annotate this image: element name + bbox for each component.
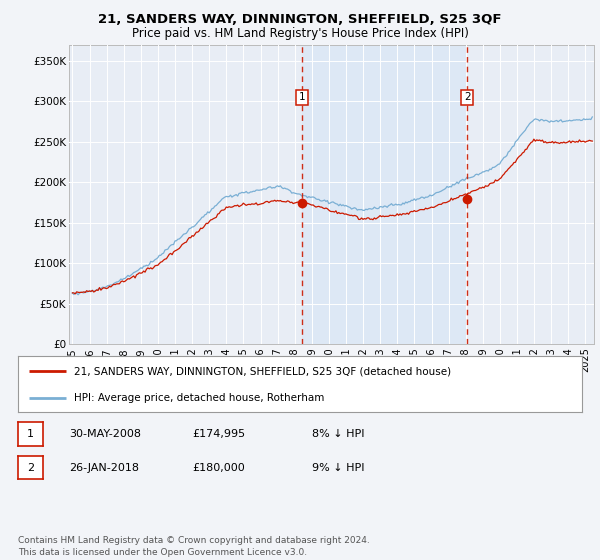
- Text: 1: 1: [27, 429, 34, 439]
- Text: 26-JAN-2018: 26-JAN-2018: [69, 463, 139, 473]
- Text: £180,000: £180,000: [192, 463, 245, 473]
- Text: £174,995: £174,995: [192, 429, 245, 439]
- Text: 30-MAY-2008: 30-MAY-2008: [69, 429, 141, 439]
- Text: Contains HM Land Registry data © Crown copyright and database right 2024.
This d: Contains HM Land Registry data © Crown c…: [18, 536, 370, 557]
- Text: 2: 2: [27, 463, 34, 473]
- Text: 2: 2: [464, 92, 470, 102]
- Text: Price paid vs. HM Land Registry's House Price Index (HPI): Price paid vs. HM Land Registry's House …: [131, 27, 469, 40]
- Text: 21, SANDERS WAY, DINNINGTON, SHEFFIELD, S25 3QF: 21, SANDERS WAY, DINNINGTON, SHEFFIELD, …: [98, 13, 502, 26]
- Text: 1: 1: [299, 92, 305, 102]
- Bar: [302, 45, 467, 344]
- Text: 9% ↓ HPI: 9% ↓ HPI: [312, 463, 365, 473]
- Text: 21, SANDERS WAY, DINNINGTON, SHEFFIELD, S25 3QF (detached house): 21, SANDERS WAY, DINNINGTON, SHEFFIELD, …: [74, 366, 452, 376]
- Text: HPI: Average price, detached house, Rotherham: HPI: Average price, detached house, Roth…: [74, 393, 325, 403]
- Text: 8% ↓ HPI: 8% ↓ HPI: [312, 429, 365, 439]
